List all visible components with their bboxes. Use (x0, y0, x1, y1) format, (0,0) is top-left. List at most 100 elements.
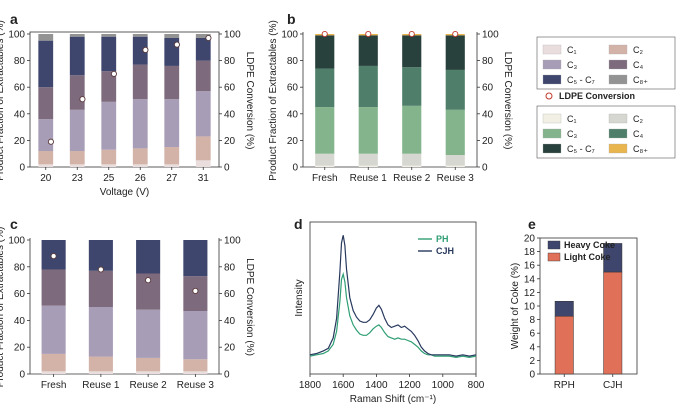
panel-b-y2label: LDPE Conversion (%) (502, 52, 513, 150)
panel-a-xtick-label: 25 (103, 173, 115, 184)
panel-b-conversion-marker (408, 30, 415, 38)
panel-c-conversion-marker (97, 266, 104, 273)
legend2-swatch (608, 128, 628, 139)
legend1-label: C₃ (567, 60, 577, 70)
panel-b-bar-C3 (358, 107, 378, 154)
panel-d-xtick-label: 1200 (398, 380, 421, 391)
legend2-swatch (608, 113, 628, 124)
panel-a-y2tick-label: 80 (224, 56, 236, 67)
legend2-swatch (608, 143, 628, 154)
panel-b-bar-C4 (315, 68, 335, 108)
panel-a-conversion-marker (142, 46, 149, 54)
legend2-swatch (542, 143, 562, 154)
panel-b-bar-C2 (358, 153, 378, 166)
panel-b-bar-C5-C7 (358, 35, 378, 66)
panel-a-xtick-label: 26 (135, 173, 147, 184)
panel-a-ytick-label: 60 (14, 83, 26, 94)
panel-a-bar-C4 (195, 60, 211, 92)
panel-a-bar-C2 (132, 148, 148, 165)
panel-b-ytick-label: 0 (292, 163, 298, 174)
panel-a-bar-C4 (69, 75, 85, 110)
panel-b-bar-C3 (445, 109, 465, 156)
panel-c-y2tick-label: 20 (224, 343, 236, 354)
panel-b-y2tick-label: 0 (482, 163, 488, 174)
panel-e-ytick-label: 12 (524, 288, 536, 299)
panel-c-y2label: LDPE Conversion (%) (244, 258, 255, 356)
panel-letter-b: b (287, 11, 296, 27)
panel-a-bar-C8+ (38, 34, 54, 41)
panel-a-ytick-label: 100 (8, 30, 25, 41)
panel-b-ytick-label: 60 (287, 83, 299, 94)
legend2-label: C₈₊ (633, 144, 648, 154)
panel-a-bar-C5-C7 (132, 36, 148, 65)
panel-d-xtick-label: 800 (468, 380, 485, 391)
panel-a-y2tick-label: 20 (224, 136, 236, 147)
panel-e-xtick-label: CJH (603, 380, 622, 391)
panel-letter-d: d (294, 216, 303, 232)
panel-c-ytick-label: 60 (14, 289, 26, 300)
panel-a-bar-C3 (101, 101, 117, 150)
panel-a-y2tick-label: 100 (224, 30, 241, 41)
panel-letter-c: c (10, 216, 18, 232)
panel-a-bar-C1 (69, 164, 85, 167)
panel-c-ytick-label: 100 (8, 236, 25, 247)
panel-letter-e: e (528, 216, 536, 232)
panel-c-bar-C2 (136, 357, 161, 372)
panel-a-bar-C2 (101, 149, 117, 165)
panel-e-ytick-label: 10 (524, 302, 536, 313)
legend1-swatch (608, 59, 628, 70)
legend2-label: C₅ - C₇ (567, 144, 595, 154)
panel-e-bar-HeavyCoke (554, 300, 574, 317)
panel-e-legend-label-LightCoke: Light Coke (564, 252, 611, 262)
panel-a-ytick-label: 20 (14, 136, 26, 147)
panel-a-bar-C4 (101, 71, 117, 102)
legend1-swatch (608, 44, 628, 55)
panel-b-bar-C2 (315, 153, 335, 166)
panel-b-conversion-marker (321, 30, 328, 38)
panel-a-bar-C2 (195, 136, 211, 161)
panel-c-y2tick-label: 80 (224, 262, 236, 273)
panel-c-bar-C2 (88, 356, 113, 372)
panel-d-xtick-label: 1400 (365, 380, 388, 391)
panel-a-bar-C8+ (69, 34, 85, 37)
legend2-swatch (542, 128, 562, 139)
panel-e-ytick-label: 0 (529, 370, 535, 381)
panel-d-xtick-label: 1000 (432, 380, 455, 391)
panel-c-bar-C3 (136, 309, 161, 358)
panel-c-y2tick-label: 40 (224, 316, 236, 327)
panel-a-y2label: LDPE Conversion (%) (244, 52, 255, 150)
panel-e-ytick-label: 18 (524, 247, 536, 258)
panel-a-ytick-label: 80 (14, 56, 26, 67)
panel-c-bar-C1 (41, 371, 66, 374)
panel-e-legend-swatch-LightCoke (547, 252, 561, 262)
panel-e-ytick-label: 8 (529, 315, 535, 326)
panel-c-bar-C5-C7 (183, 240, 208, 277)
legend2-label: C₃ (567, 129, 577, 139)
panel-a-bar-C2 (69, 151, 85, 165)
panel-d-legend-label-PH: PH (436, 234, 449, 244)
panel-a-bar-C3 (69, 109, 85, 152)
panel-c-conversion-marker (145, 277, 152, 284)
panel-a-bar-C5-C7 (69, 36, 85, 76)
panel-d-xtick-label: 1600 (332, 380, 355, 391)
legend2-label: C₁ (567, 114, 577, 124)
panel-b-xtick-label: Fresh (312, 173, 338, 184)
panel-a-conversion-marker (205, 34, 212, 42)
panel-b-ytick-label: 100 (281, 30, 298, 41)
panel-c-bar-C5-C7 (136, 240, 161, 274)
legend1-swatch (608, 74, 628, 85)
panel-b-y2tick-label: 80 (482, 56, 494, 67)
panel-a-bar-C1 (164, 164, 180, 167)
panel-a-ytick-label: 40 (14, 109, 26, 120)
panel-a-xlabel: Voltage (V) (100, 187, 149, 198)
panel-b-y2tick-label: 40 (482, 109, 494, 120)
panel-c-ytick-label: 20 (14, 343, 26, 354)
legend1-label: C₅ - C₇ (567, 75, 595, 85)
panel-c-ytick-label: 0 (19, 370, 25, 381)
panel-b-bar-C1 (402, 165, 422, 167)
panel-e-bar-LightCoke (554, 315, 574, 375)
panel-b-ytick-label: 20 (287, 136, 299, 147)
panel-a-bar-C3 (132, 99, 148, 149)
panel-d-legend-label-CJH: CJH (436, 246, 454, 256)
